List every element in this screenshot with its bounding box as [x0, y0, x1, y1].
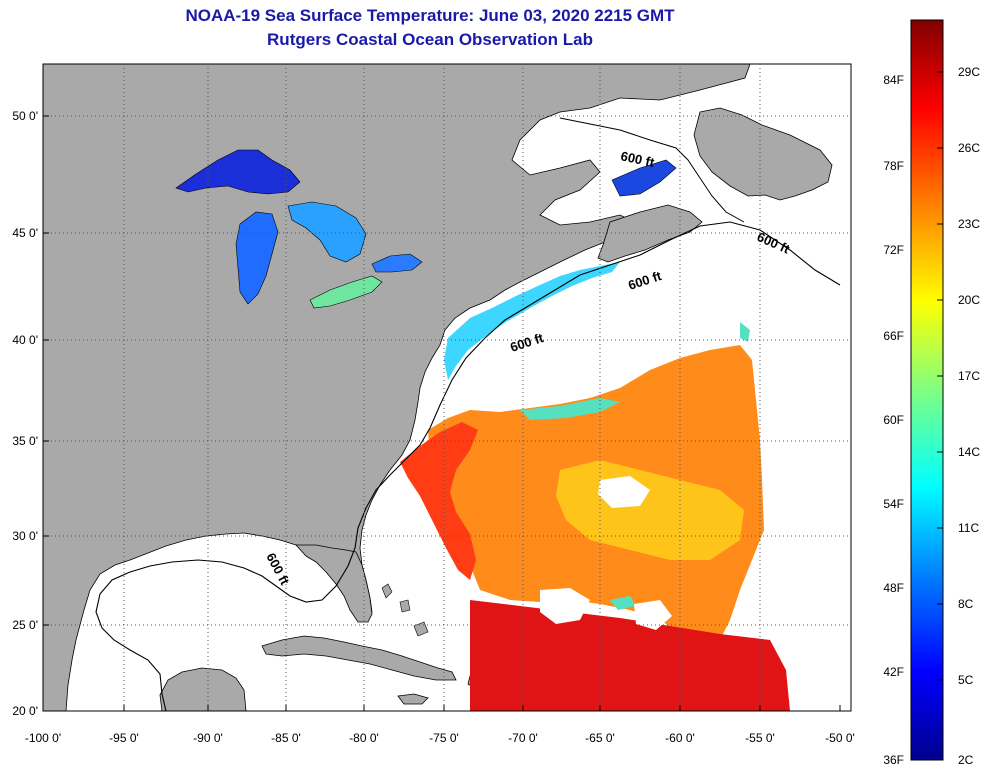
longitude-label: -75 0'	[429, 731, 459, 745]
colorbar-c-label: 20C	[958, 293, 980, 307]
latitude-label: 35 0'	[12, 434, 38, 448]
colorbar-f-label: 36F	[883, 753, 904, 767]
colorbar-f-label: 84F	[883, 73, 904, 87]
land-jamaica	[397, 693, 429, 705]
colorbar-f-label: 72F	[883, 243, 904, 257]
longitude-label: -60 0'	[665, 731, 695, 745]
depth-contour-600ft	[95, 221, 841, 711]
land-yucatan	[159, 667, 247, 711]
colorbar-f-label: 48F	[883, 581, 904, 595]
colorbar-c-label: 5C	[958, 673, 974, 687]
colorbar-f-label: 66F	[883, 329, 904, 343]
lake-huron	[287, 201, 367, 263]
map-frame	[42, 63, 852, 712]
latitude-label: 40 0'	[12, 333, 38, 347]
map-layers	[43, 64, 841, 711]
latitude-label: 45 0'	[12, 226, 38, 240]
colorbar-f-label: 60F	[883, 413, 904, 427]
land-north-america	[43, 64, 751, 711]
colorbar-c-label: 17C	[958, 369, 980, 383]
colorbar-c-label: 11C	[958, 521, 979, 535]
longitude-label: -90 0'	[193, 731, 223, 745]
colorbar-fahrenheit-labels: 84F 78F 72F 66F 60F 54F 48F 42F 36F	[883, 73, 904, 767]
longitude-label: -70 0'	[508, 731, 538, 745]
colorbar-f-label: 42F	[883, 665, 904, 679]
land-cuba	[261, 635, 457, 681]
sst-clouds	[540, 476, 672, 630]
colorbar-f-label: 78F	[883, 159, 904, 173]
latitude-label: 50 0'	[12, 109, 38, 123]
colorbar-c-label: 14C	[958, 445, 980, 459]
colorbar-c-label: 26C	[958, 141, 980, 155]
map-gridlines	[42, 64, 851, 712]
longitude-label: -80 0'	[349, 731, 379, 745]
land-newfoundland	[693, 107, 833, 201]
colorbar-c-label: 23C	[958, 217, 980, 231]
latitude-label: 25 0'	[12, 618, 38, 632]
map-subtitle: Rutgers Coastal Ocean Observation Lab	[267, 30, 593, 49]
st-lawrence-water	[611, 159, 677, 197]
lake-superior	[175, 149, 301, 195]
colorbar-c-label: 2C	[958, 753, 974, 767]
map-title: NOAA-19 Sea Surface Temperature: June 03…	[185, 6, 675, 25]
longitude-labels: -100 0' -95 0' -90 0' -85 0' -80 0' -75 0' -70…	[25, 731, 855, 745]
latitude-label: 30 0'	[12, 529, 38, 543]
longitude-label: -85 0'	[271, 731, 301, 745]
depth-contour-gulf-st-lawrence	[559, 117, 745, 223]
sst-gulf-stream	[400, 422, 478, 580]
temperature-colorbar	[910, 19, 944, 761]
latitude-labels: 50 0' 45 0' 40 0' 35 0' 30 0' 25 0' 20 0'	[12, 109, 38, 718]
colorbar-celsius-labels: 29C 26C 23C 20C 17C 14C 11C 8C 5C 2C	[937, 65, 980, 767]
longitude-label: -95 0'	[109, 731, 139, 745]
sst-shelf-band	[444, 262, 620, 380]
colorbar-c-label: 29C	[958, 65, 980, 79]
lake-ontario	[371, 253, 423, 273]
land-florida	[295, 544, 373, 623]
longitude-label: -65 0'	[585, 731, 615, 745]
colorbar-c-label: 8C	[958, 597, 974, 611]
land-bahamas	[381, 583, 429, 637]
land-nova-scotia	[597, 204, 703, 263]
contour-label-gulf-st-lawrence: 600 ft	[619, 148, 656, 170]
longitude-label: -50 0'	[825, 731, 855, 745]
latitude-label: 20 0'	[12, 704, 38, 718]
longitude-label: -100 0'	[25, 731, 61, 745]
colorbar-f-label: 54F	[883, 497, 904, 511]
lake-michigan	[235, 211, 279, 305]
longitude-label: -55 0'	[745, 731, 775, 745]
sst-tropical	[470, 600, 790, 711]
